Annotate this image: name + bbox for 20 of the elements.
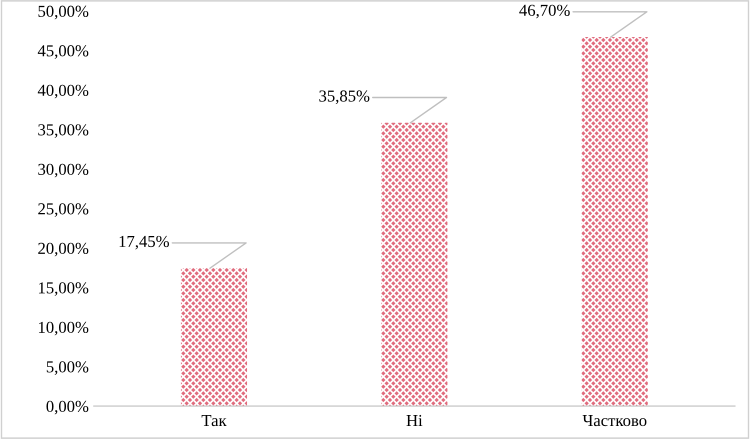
- data-label: 17,45%: [120, 236, 169, 250]
- y-tick-label: 40,00%: [38, 84, 88, 98]
- bar: [582, 37, 648, 406]
- data-label: 46,70%: [519, 4, 570, 18]
- x-tick-label: Так: [202, 415, 227, 426]
- x-tick-label: Частково: [582, 415, 646, 426]
- y-tick-label: 20,00%: [38, 242, 88, 256]
- y-tick-label: 15,00%: [38, 282, 88, 296]
- y-tick-label: 35,00%: [38, 124, 88, 138]
- bar: [180, 268, 248, 406]
- y-tick-label: 30,00%: [38, 164, 88, 178]
- y-tick-label: 10,00%: [38, 322, 88, 336]
- y-tick-label: 0,00%: [46, 400, 88, 414]
- y-tick-label: 50,00%: [38, 6, 88, 20]
- y-tick-label: 25,00%: [38, 203, 88, 217]
- bar: [381, 122, 448, 406]
- y-tick-label: 5,00%: [46, 361, 88, 375]
- y-tick-label: 45,00%: [38, 45, 88, 59]
- x-tick-label: Ні: [406, 414, 422, 426]
- data-label: 35,85%: [319, 90, 370, 104]
